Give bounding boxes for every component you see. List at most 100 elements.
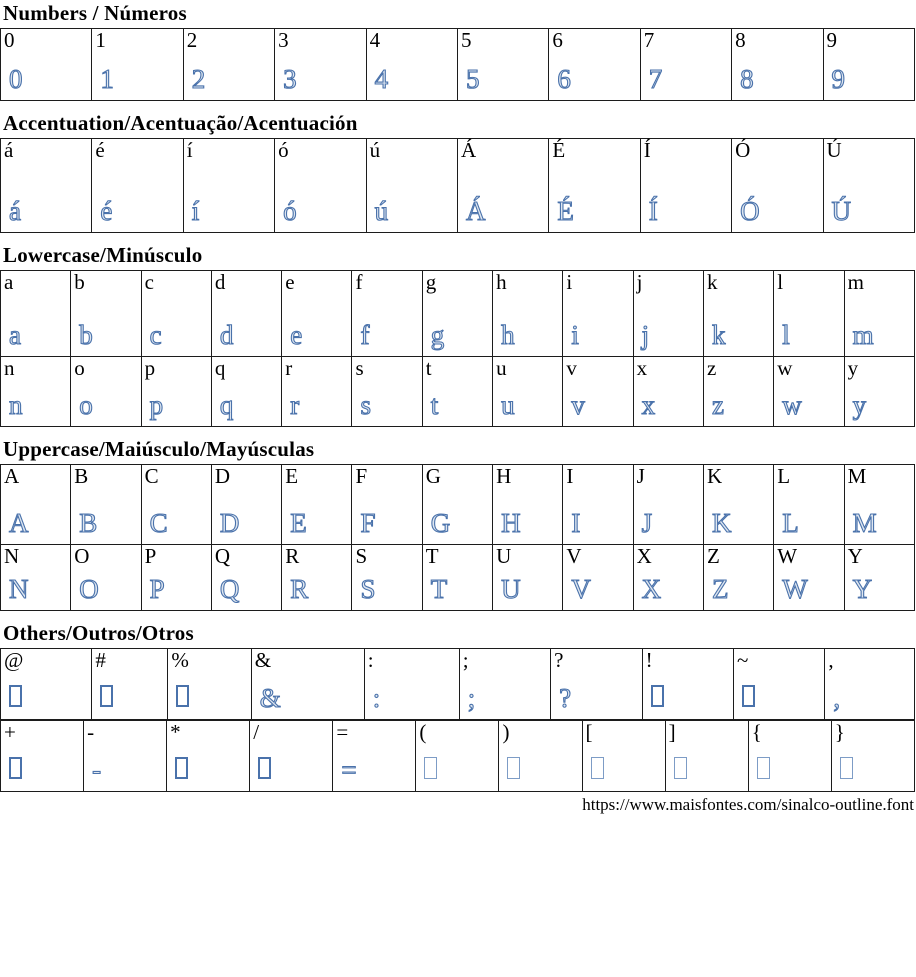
font-glyph: í bbox=[191, 196, 200, 227]
glyph-sample-area: N bbox=[8, 575, 68, 603]
section-title-accentuation: Accentuation/Acentuação/Acentuación bbox=[3, 111, 358, 136]
char-label: g bbox=[425, 270, 437, 295]
char-label: } bbox=[834, 720, 845, 745]
glyph-sample-area: 1 bbox=[100, 65, 180, 93]
char-label: L bbox=[777, 464, 791, 489]
char-label: d bbox=[214, 270, 226, 295]
font-glyph: F bbox=[360, 508, 376, 539]
glyph-sample-area: s bbox=[360, 391, 419, 419]
glyph-cell: = = bbox=[332, 720, 417, 793]
char-label: Ó bbox=[735, 138, 751, 163]
glyph-sample-area: ú bbox=[374, 197, 455, 225]
glyph-sample-area bbox=[673, 757, 746, 784]
glyph-sample-area: w bbox=[782, 391, 841, 419]
char-label: 7 bbox=[643, 28, 655, 53]
char-label: u bbox=[496, 356, 507, 381]
glyph-table-others: + - - * / = =()[]{} bbox=[0, 720, 916, 793]
glyph-sample-area: É bbox=[557, 197, 637, 225]
glyph-sample-area bbox=[100, 685, 165, 712]
glyph-sample-area: i bbox=[571, 321, 630, 349]
glyph-sample-area: Í bbox=[648, 197, 729, 225]
char-label: r bbox=[285, 356, 293, 381]
font-glyph: E bbox=[290, 508, 308, 539]
glyph-sample-area: E bbox=[290, 508, 349, 539]
char-label: H bbox=[496, 464, 512, 489]
glyph-sample-area: : bbox=[372, 684, 457, 712]
glyph-sample-area: 7 bbox=[648, 65, 729, 93]
char-label: N bbox=[4, 544, 20, 569]
char-label: G bbox=[425, 464, 441, 489]
font-glyph: q bbox=[219, 390, 234, 421]
font-glyph: Ó bbox=[740, 196, 761, 227]
font-glyph: u bbox=[501, 390, 516, 421]
char-label: Z bbox=[706, 544, 720, 569]
glyph-sample-area: H bbox=[501, 509, 560, 537]
char-label: k bbox=[706, 270, 718, 295]
font-glyph: e bbox=[290, 320, 303, 351]
char-label: ~ bbox=[736, 648, 749, 673]
font-glyph: S bbox=[360, 574, 376, 605]
missing-glyph-box bbox=[741, 685, 755, 708]
section-title-lowercase: Lowercase/Minúsculo bbox=[3, 243, 203, 268]
font-glyph: U bbox=[501, 574, 522, 605]
char-label: & bbox=[254, 648, 272, 673]
font-glyph: 6 bbox=[557, 64, 572, 95]
font-specimen-page: Numbers / Números 0 0 1 1 2 2 3 3 4 4 5 5 6 6 7 7 8 8 9 9 Acc… bbox=[0, 1, 916, 815]
glyph-sample-area: 8 bbox=[740, 65, 820, 93]
glyph-sample-area: ó bbox=[283, 197, 363, 225]
char-label: E bbox=[285, 464, 299, 489]
glyph-sample-area: F bbox=[360, 508, 419, 539]
font-glyph: D bbox=[219, 508, 240, 539]
glyph-table-others: @ #% & &::;;??! ~,, bbox=[0, 648, 915, 721]
glyph-cell: ! bbox=[641, 648, 734, 721]
font-glyph: G bbox=[430, 508, 451, 539]
char-label: , bbox=[828, 648, 834, 673]
char-label: V bbox=[566, 544, 582, 569]
char-label: f bbox=[355, 270, 363, 295]
glyph-cell: & & bbox=[250, 648, 365, 721]
char-label: 2 bbox=[186, 28, 198, 53]
font-glyph: b bbox=[79, 320, 94, 351]
missing-glyph-box bbox=[9, 757, 22, 780]
font-glyph: ; bbox=[467, 683, 476, 714]
glyph-sample-area: m bbox=[852, 321, 912, 349]
char-label: - bbox=[87, 720, 95, 745]
missing-glyph-box bbox=[507, 757, 521, 780]
font-glyph: R bbox=[290, 574, 309, 605]
char-label: Q bbox=[214, 544, 231, 569]
font-glyph: Ú bbox=[831, 196, 852, 227]
glyph-sample-area bbox=[176, 685, 248, 712]
font-glyph: 0 bbox=[8, 64, 23, 95]
font-glyph: J bbox=[641, 508, 653, 539]
glyph-sample-area: h bbox=[501, 321, 560, 349]
glyph-sample-area: Y bbox=[852, 575, 912, 603]
glyph-sample-area: M bbox=[852, 509, 912, 537]
char-label: F bbox=[355, 464, 368, 489]
char-label: Á bbox=[460, 138, 477, 163]
missing-glyph-box bbox=[176, 685, 190, 708]
